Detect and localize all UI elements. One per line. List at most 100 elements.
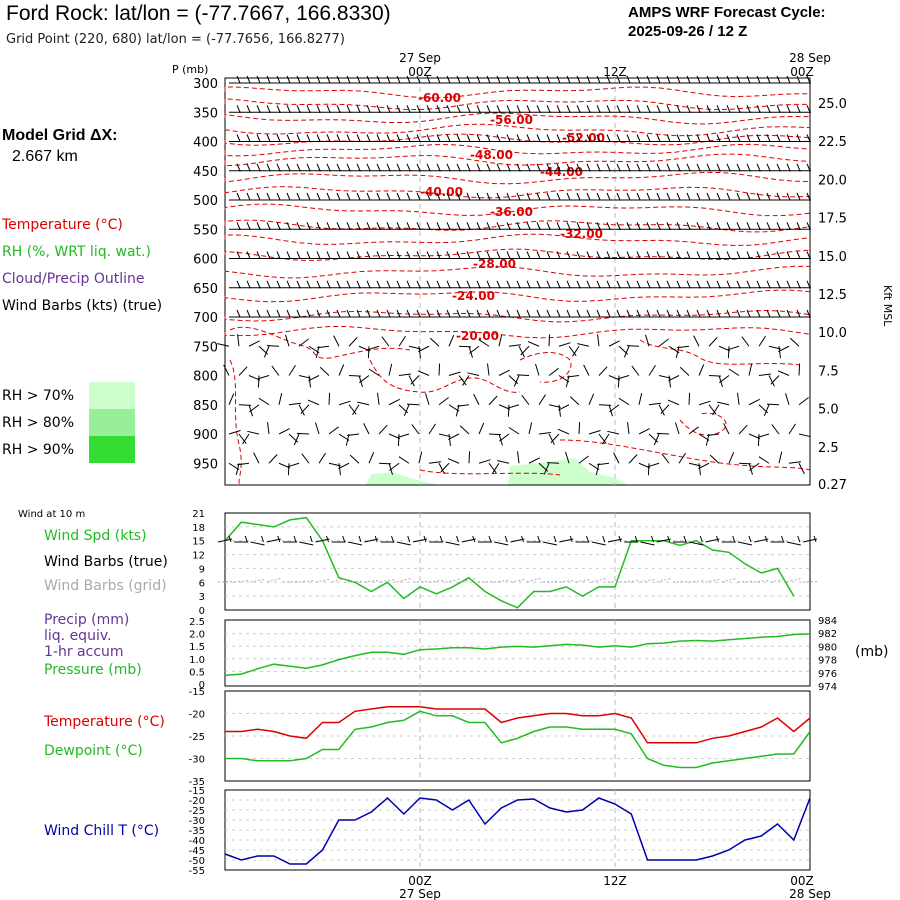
wind-barb <box>417 370 430 376</box>
wind-barb-flag <box>406 192 411 201</box>
wind-barb-flag <box>496 251 501 259</box>
wind-barb <box>558 404 561 417</box>
wind-barb-flag <box>546 75 551 84</box>
temperature-contour-label: -32.00 <box>560 227 603 241</box>
wind-barb <box>438 363 441 376</box>
wind-barb-flag <box>336 105 341 113</box>
wind-barb-flag <box>686 134 691 142</box>
wind-barb-flag <box>706 134 711 142</box>
wind-barb-flag <box>266 75 271 84</box>
legend-rh70-label: RH > 70% <box>2 388 75 404</box>
temperature-contour <box>224 265 811 279</box>
wind-barb <box>572 345 580 357</box>
wind-barb-flag <box>626 75 631 84</box>
wind-barb-flag <box>596 134 601 142</box>
wind-barb-flag <box>506 280 511 288</box>
wind-barb-flag <box>586 163 591 171</box>
wind-barb-flag <box>386 280 391 288</box>
wind-barb-flag <box>276 75 281 84</box>
wind-barb-flag <box>416 163 421 171</box>
wind-barb <box>788 423 796 435</box>
wind-barb-flag <box>776 134 781 142</box>
wind-barb-flag <box>666 105 671 113</box>
wind-barb-flag <box>586 134 591 142</box>
wind-barb-10m-grid <box>266 578 281 583</box>
wind-barb-flag <box>566 251 571 259</box>
wind-barb-flag <box>536 163 541 171</box>
wind-barb-flag <box>806 192 811 201</box>
wind-barb-flag <box>366 105 371 113</box>
wind-barb-flag <box>746 105 751 113</box>
wind-barb <box>613 452 620 464</box>
temperature-contour <box>224 112 811 125</box>
wind-barb <box>238 433 247 444</box>
wind-barb-flag <box>526 105 531 113</box>
wind-barb-flag <box>636 280 641 288</box>
wind-barb <box>623 346 630 358</box>
wind-barb-flag <box>266 222 271 230</box>
wind-barb-flag <box>286 163 291 171</box>
wind-barb-10m-flag <box>391 535 394 543</box>
wind-barb-flag <box>436 280 441 288</box>
wind-barb <box>708 337 718 347</box>
wind-barb-flag <box>616 280 621 288</box>
temperature-contour-label: -60.00 <box>418 91 461 105</box>
wind-barb-flag <box>726 75 731 84</box>
wind-barb-flag <box>426 251 431 259</box>
wind-barb-flag <box>256 163 261 171</box>
wind-barb-flag <box>576 163 581 171</box>
wind-barb <box>298 404 305 416</box>
wind-barb-flag <box>656 75 661 84</box>
grid-point-label: Grid Point (220, 680) lat/lon = (-77.765… <box>6 32 345 47</box>
wind-barb-10m-grid <box>396 578 411 583</box>
wind-barb <box>770 375 780 385</box>
wind-barb-10m-grid <box>526 578 541 583</box>
wind-barb <box>228 430 241 435</box>
wind-barb-flag <box>466 251 471 259</box>
wind-barb-flag <box>256 192 261 201</box>
wind-barb <box>217 343 230 347</box>
wind-barb-flag <box>416 222 421 230</box>
wind-barb <box>338 463 341 476</box>
wind-barb <box>668 375 680 382</box>
wind-barb <box>535 363 540 376</box>
wind-barb-flag <box>726 134 731 142</box>
pressure-tick: 980 <box>818 642 837 653</box>
wind-barb-10m-flag <box>407 535 411 543</box>
wind-barb <box>658 404 665 416</box>
wind-barb-flag <box>496 192 501 201</box>
wind-barb <box>488 462 497 474</box>
wind-barb <box>378 424 388 435</box>
wind-barb-flag <box>796 192 801 201</box>
wind-speed-tick: 12 <box>192 551 205 562</box>
wind-barb-flag <box>236 280 241 288</box>
wind-barb-flag <box>756 105 761 113</box>
wind-barb <box>492 462 500 474</box>
wind-barb <box>389 462 400 471</box>
wind-barb <box>317 345 330 349</box>
wind-barb-flag <box>746 75 751 84</box>
wind-barb <box>568 345 577 357</box>
wind-barb-flag <box>556 222 561 230</box>
wind-barb-flag <box>376 105 381 113</box>
wind-barb-flag <box>636 163 641 171</box>
label-accum: 1-hr accum <box>44 644 124 660</box>
wind-barb <box>345 433 350 446</box>
wind-barb <box>608 375 621 381</box>
wind-barb-10m <box>737 541 753 546</box>
wind-barb-flag <box>596 75 601 84</box>
wind-barb-flag <box>646 163 651 171</box>
wind-barb-10m-flag <box>293 535 297 543</box>
wind-barb-flag <box>596 222 601 230</box>
wind-barb-flag <box>506 222 511 230</box>
wind-barb <box>478 339 490 347</box>
wind-barb-flag <box>316 134 321 142</box>
rh70-area <box>508 458 628 485</box>
wind-barb-flag <box>596 105 601 113</box>
wind-barb-flag <box>296 280 301 288</box>
wind-barb-flag <box>246 75 251 84</box>
wind-barb <box>258 397 270 406</box>
wind-barb-flag <box>396 251 401 259</box>
cycle-line-1: AMPS WRF Forecast Cycle: <box>628 4 826 21</box>
wind-barb-flag <box>616 192 621 201</box>
